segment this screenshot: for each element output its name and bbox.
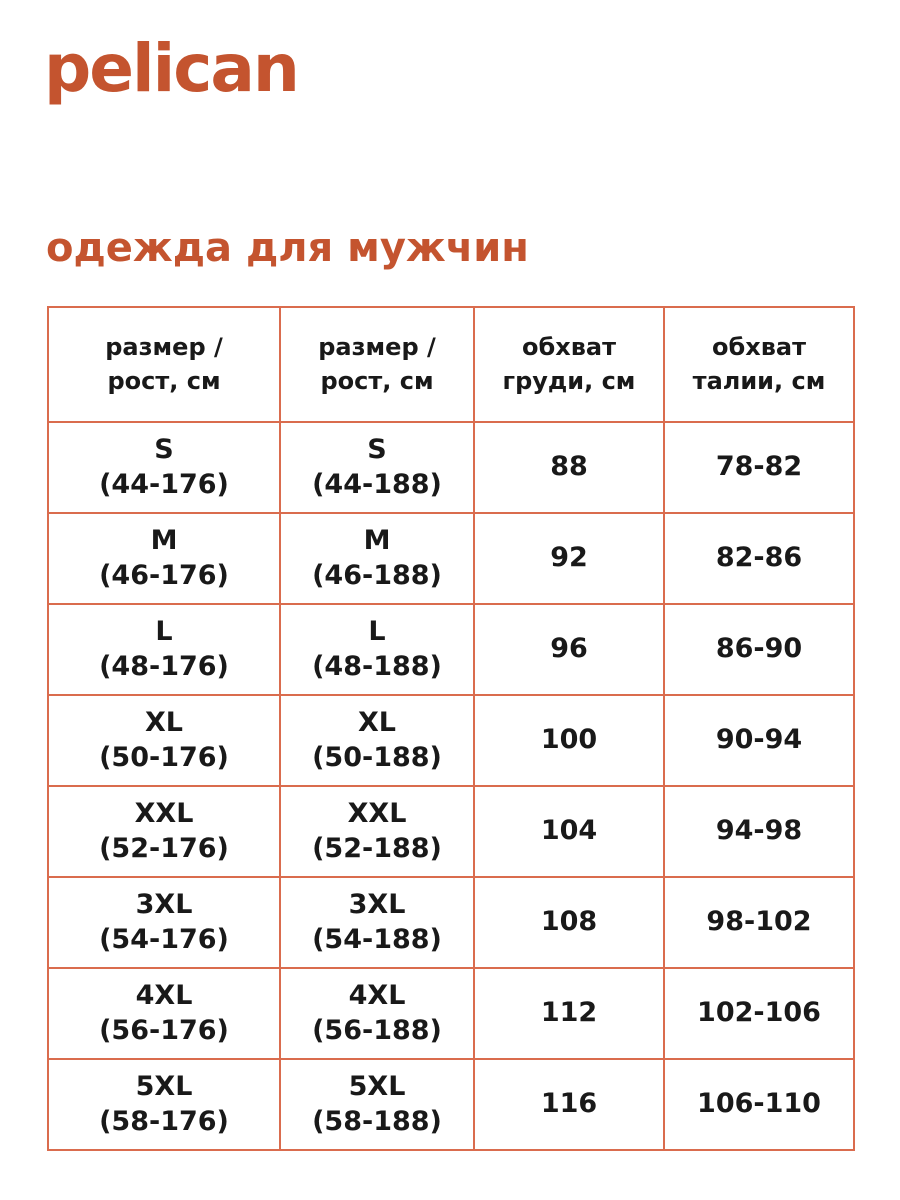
table-row: L (48-176) L (48-188) 96 86-90 xyxy=(47,603,855,696)
cell-chest: 108 xyxy=(473,876,665,969)
size-table: размер / рост, см размер / рост, см обхв… xyxy=(47,306,855,1151)
cell-size-188: 4XL (56-188) xyxy=(279,967,475,1060)
cell-chest: 88 xyxy=(473,421,665,514)
cell-waist: 106-110 xyxy=(663,1058,855,1151)
cell-chest: 92 xyxy=(473,512,665,605)
cell-waist: 102-106 xyxy=(663,967,855,1060)
table-row: S (44-176) S (44-188) 88 78-82 xyxy=(47,421,855,514)
cell-chest: 100 xyxy=(473,694,665,787)
header-waist-girth: обхват талии, см xyxy=(663,306,855,423)
cell-chest: 112 xyxy=(473,967,665,1060)
cell-size-188: M (46-188) xyxy=(279,512,475,605)
cell-size-176: 3XL (54-176) xyxy=(47,876,281,969)
cell-size-176: XL (50-176) xyxy=(47,694,281,787)
cell-waist: 86-90 xyxy=(663,603,855,696)
table-row: 3XL (54-176) 3XL (54-188) 108 98-102 xyxy=(47,876,855,969)
table-row: 4XL (56-176) 4XL (56-188) 112 102-106 xyxy=(47,967,855,1060)
cell-chest: 116 xyxy=(473,1058,665,1151)
cell-waist: 94-98 xyxy=(663,785,855,878)
cell-size-176: L (48-176) xyxy=(47,603,281,696)
cell-size-176: S (44-176) xyxy=(47,421,281,514)
header-size-height-176: размер / рост, см xyxy=(47,306,281,423)
cell-waist: 98-102 xyxy=(663,876,855,969)
table-row: XXL (52-176) XXL (52-188) 104 94-98 xyxy=(47,785,855,878)
table-row: 5XL (58-176) 5XL (58-188) 116 106-110 xyxy=(47,1058,855,1151)
table-row: M (46-176) M (46-188) 92 82-86 xyxy=(47,512,855,605)
cell-size-188: 3XL (54-188) xyxy=(279,876,475,969)
header-size-height-188: размер / рост, см xyxy=(279,306,475,423)
cell-waist: 82-86 xyxy=(663,512,855,605)
cell-size-188: 5XL (58-188) xyxy=(279,1058,475,1151)
cell-waist: 90-94 xyxy=(663,694,855,787)
page-title: одежда для мужчин xyxy=(46,225,529,271)
cell-chest: 96 xyxy=(473,603,665,696)
cell-size-188: S (44-188) xyxy=(279,421,475,514)
cell-waist: 78-82 xyxy=(663,421,855,514)
table-row: XL (50-176) XL (50-188) 100 90-94 xyxy=(47,694,855,787)
cell-size-188: L (48-188) xyxy=(279,603,475,696)
cell-chest: 104 xyxy=(473,785,665,878)
cell-size-188: XXL (52-188) xyxy=(279,785,475,878)
cell-size-176: 4XL (56-176) xyxy=(47,967,281,1060)
cell-size-176: M (46-176) xyxy=(47,512,281,605)
cell-size-176: 5XL (58-176) xyxy=(47,1058,281,1151)
brand-logo: pelican xyxy=(44,30,300,107)
cell-size-188: XL (50-188) xyxy=(279,694,475,787)
table-header-row: размер / рост, см размер / рост, см обхв… xyxy=(47,306,855,423)
cell-size-176: XXL (52-176) xyxy=(47,785,281,878)
header-chest-girth: обхват груди, см xyxy=(473,306,665,423)
